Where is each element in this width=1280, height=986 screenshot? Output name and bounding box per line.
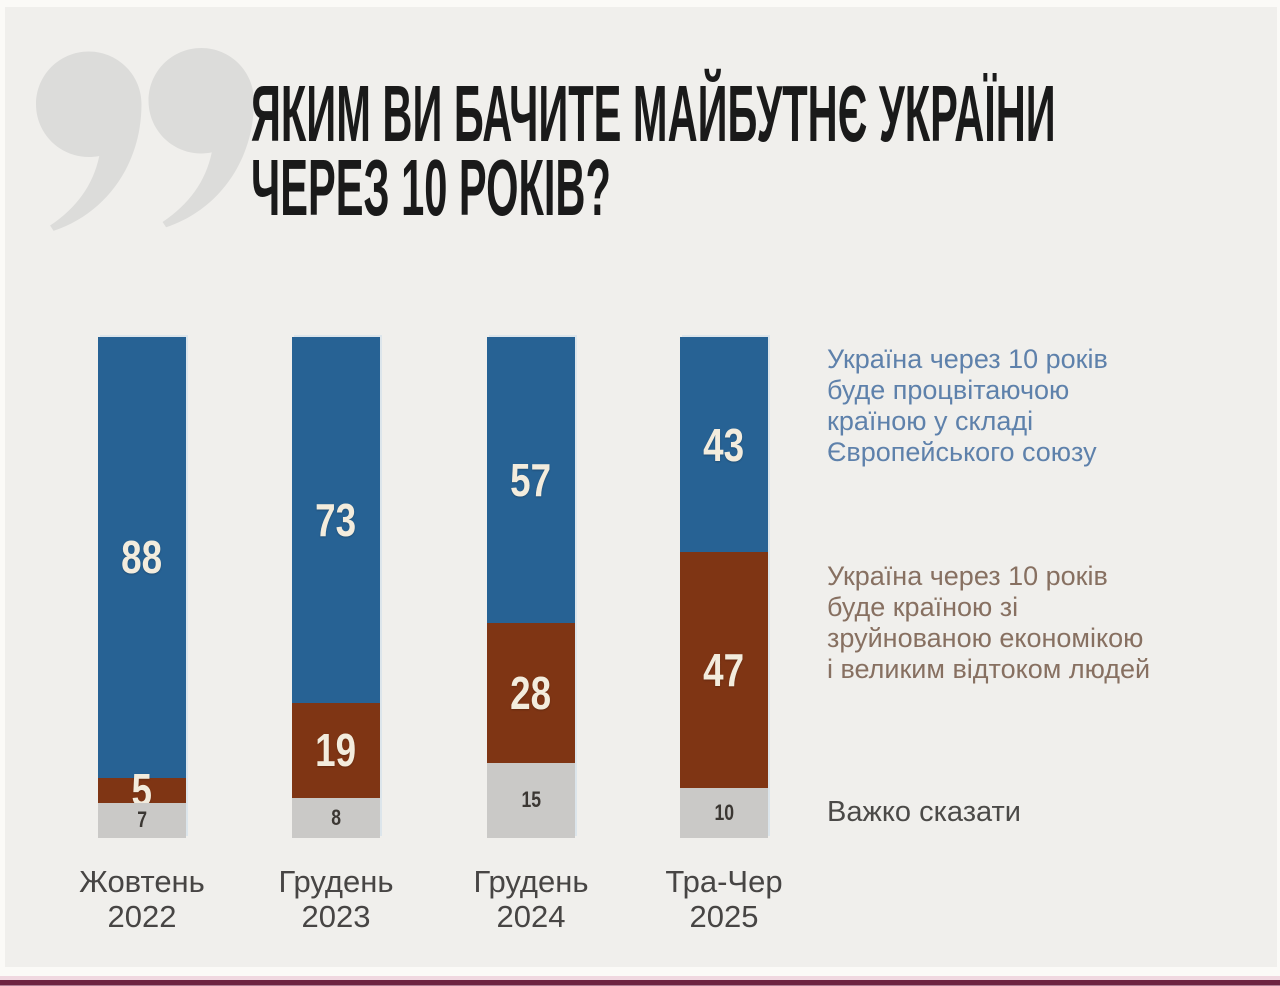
- bar-column-dec-2024: 57 28 15: [487, 337, 575, 838]
- frame-left: [0, 0, 5, 986]
- legend-line: буде процвітаючою: [827, 375, 1070, 405]
- value-label: 15: [521, 787, 541, 813]
- legend-eu-text: Україна через 10 років буде процвітаючою…: [827, 344, 1108, 468]
- frame-right: [1277, 0, 1280, 986]
- axis-label-month: Жовтень: [79, 864, 205, 899]
- legend-line: Україна через 10 років: [827, 344, 1108, 374]
- segment-eu: 88: [98, 337, 186, 778]
- axis-label-month: Тра-Чер: [665, 864, 783, 899]
- value-label: 47: [703, 644, 745, 697]
- axis-label-oct-2022: Жовтень 2022: [79, 864, 205, 934]
- segment-ruined: 5: [98, 764, 186, 816]
- legend-line: буде країною зі: [827, 592, 1019, 622]
- legend-line: країною у складі: [827, 406, 1034, 436]
- legend-hard-to-say: Важко сказати: [827, 797, 1021, 828]
- segment-undecided: 10: [680, 787, 768, 838]
- axis-label-dec-2024: Грудень 2024: [473, 864, 588, 934]
- value-label: 8: [331, 804, 341, 830]
- legend-line: Європейського союзу: [827, 437, 1097, 467]
- axis-label-year: 2025: [689, 899, 759, 934]
- segment-eu: 73: [292, 337, 380, 703]
- legend-ruined-text: Україна через 10 років буде країною зі з…: [827, 561, 1150, 685]
- value-label: 28: [510, 666, 552, 719]
- footer-stripe-white: [0, 967, 1280, 976]
- segment-ruined: 47: [680, 552, 768, 788]
- value-label: 73: [315, 493, 357, 546]
- segment-undecided: 7: [98, 802, 186, 838]
- axis-label-month: Грудень: [473, 864, 589, 899]
- legend-line: Важко сказати: [827, 796, 1021, 828]
- page-title-line2: ЧЕРЕЗ 10 РОКІВ?: [251, 143, 611, 232]
- page-title-line1: ЯКИМ ВИ БАЧИТЕ МАЙБУТНЄ УКРАЇНИ: [251, 69, 1056, 158]
- segment-undecided: 15: [487, 762, 575, 838]
- value-label: 7: [137, 807, 147, 833]
- legend-line: і великим відтоком людей: [827, 654, 1151, 684]
- legend-line: Україна через 10 років: [827, 561, 1108, 591]
- footer-stripe-maroon: [0, 980, 1280, 985]
- footer-stripe-pink: [0, 976, 1280, 980]
- quote-icon: [36, 48, 254, 231]
- segment-eu: 43: [680, 337, 768, 553]
- axis-label-year: 2024: [496, 899, 566, 934]
- segment-ruined: 19: [292, 702, 380, 798]
- frame-top: [0, 0, 1280, 7]
- axis-label-may-jun-2025: Тра-Чер 2025: [665, 864, 782, 934]
- value-label: 43: [703, 418, 745, 471]
- segment-eu: 57: [487, 337, 575, 623]
- value-label: 19: [315, 724, 357, 777]
- value-label: 57: [510, 453, 552, 506]
- segment-undecided: 8: [292, 797, 380, 838]
- bar-column-may-jun-2025: 43 47 10: [680, 337, 768, 838]
- value-label: 88: [121, 531, 163, 584]
- axis-label-dec-2023: Грудень 2023: [278, 864, 393, 934]
- axis-label-month: Грудень: [278, 864, 394, 899]
- axis-label-year: 2023: [301, 899, 371, 934]
- segment-ruined: 28: [487, 622, 575, 763]
- value-label: 10: [714, 799, 734, 825]
- bar-column-oct-2022: 88 5 7: [98, 337, 186, 838]
- axis-label-year: 2022: [107, 899, 177, 934]
- bar-column-dec-2023: 73 19 8: [292, 337, 380, 838]
- legend-line: зруйнованою економікою: [827, 623, 1144, 653]
